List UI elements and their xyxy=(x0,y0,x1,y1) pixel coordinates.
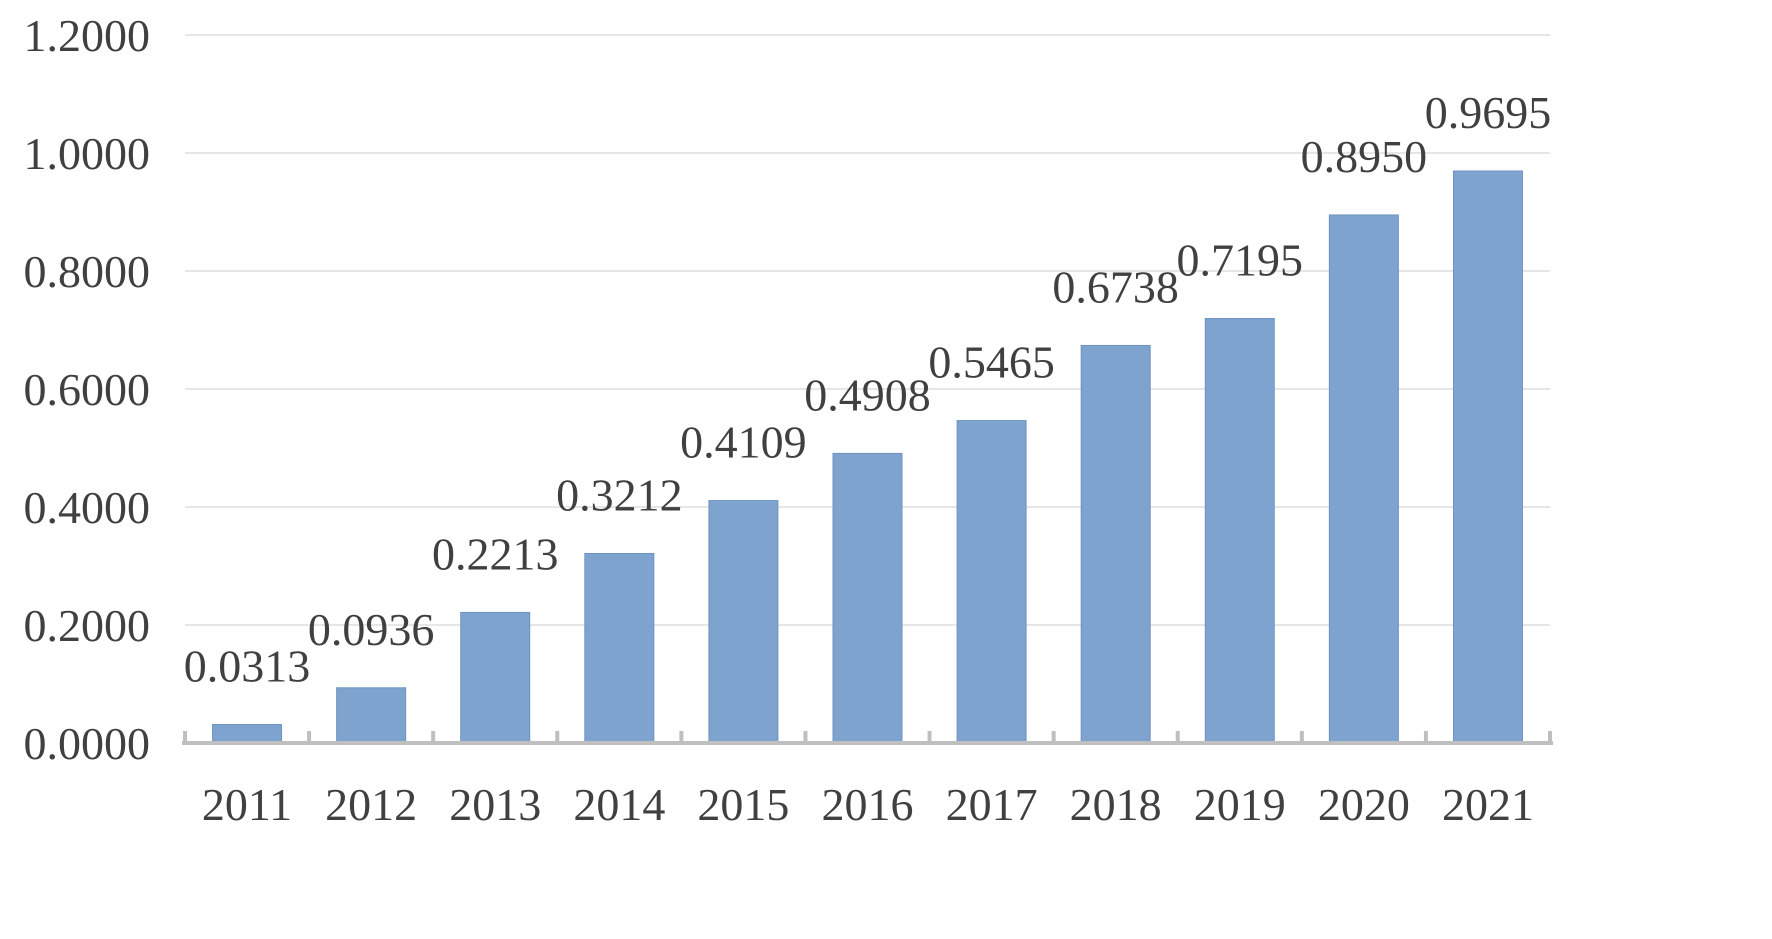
data-label: 0.7195 xyxy=(1177,234,1304,285)
bar xyxy=(1452,170,1523,744)
data-label: 0.6738 xyxy=(1052,261,1179,312)
bar xyxy=(832,452,903,744)
x-axis xyxy=(182,731,1553,745)
bar xyxy=(1328,214,1399,744)
bar xyxy=(1080,344,1151,744)
bar xyxy=(212,724,283,744)
data-label: 0.5465 xyxy=(928,337,1055,388)
bar xyxy=(708,500,779,744)
y-tick-label: 1.0000 xyxy=(24,128,151,179)
bar xyxy=(460,611,531,744)
bar xyxy=(336,687,407,744)
data-label: 0.8950 xyxy=(1301,131,1428,182)
y-tick-label: 0.0000 xyxy=(24,718,151,769)
y-tick-label: 0.8000 xyxy=(24,246,151,297)
x-tick-label: 2018 xyxy=(1070,779,1162,830)
gridlines xyxy=(185,34,1550,626)
x-tick-label: 2012 xyxy=(325,779,417,830)
bar xyxy=(956,420,1027,744)
x-tick-label: 2011 xyxy=(202,779,292,830)
y-axis-tick-labels: 0.0000 0.2000 0.4000 0.6000 0.8000 1.0000 1.20… xyxy=(24,10,151,769)
bar xyxy=(1204,317,1275,744)
data-label: 0.0313 xyxy=(184,641,311,692)
data-label: 0.3212 xyxy=(556,469,683,520)
x-tick-label: 2019 xyxy=(1194,779,1286,830)
y-tick-label: 0.4000 xyxy=(24,482,151,533)
bars xyxy=(212,170,1523,744)
y-tick-label: 1.2000 xyxy=(24,10,151,61)
data-label: 0.2213 xyxy=(432,528,559,579)
data-label: 0.4908 xyxy=(804,369,931,420)
x-axis-tick-labels: 2011 2012 2013 2014 2015 2016 2017 2018 2019 2020… xyxy=(202,779,1534,830)
data-label: 0.9695 xyxy=(1425,87,1552,138)
bar xyxy=(584,552,655,744)
x-tick-label: 2021 xyxy=(1442,779,1534,830)
data-label: 0.4109 xyxy=(680,417,807,468)
x-tick-label: 2017 xyxy=(946,779,1038,830)
x-tick-label: 2015 xyxy=(697,779,789,830)
y-tick-label: 0.2000 xyxy=(24,600,151,651)
x-tick-label: 2014 xyxy=(573,779,665,830)
x-tick-label: 2013 xyxy=(449,779,541,830)
y-tick-label: 0.6000 xyxy=(24,364,151,415)
x-tick-label: 2016 xyxy=(822,779,914,830)
data-label: 0.0936 xyxy=(308,604,435,655)
x-tick-label: 2020 xyxy=(1318,779,1410,830)
